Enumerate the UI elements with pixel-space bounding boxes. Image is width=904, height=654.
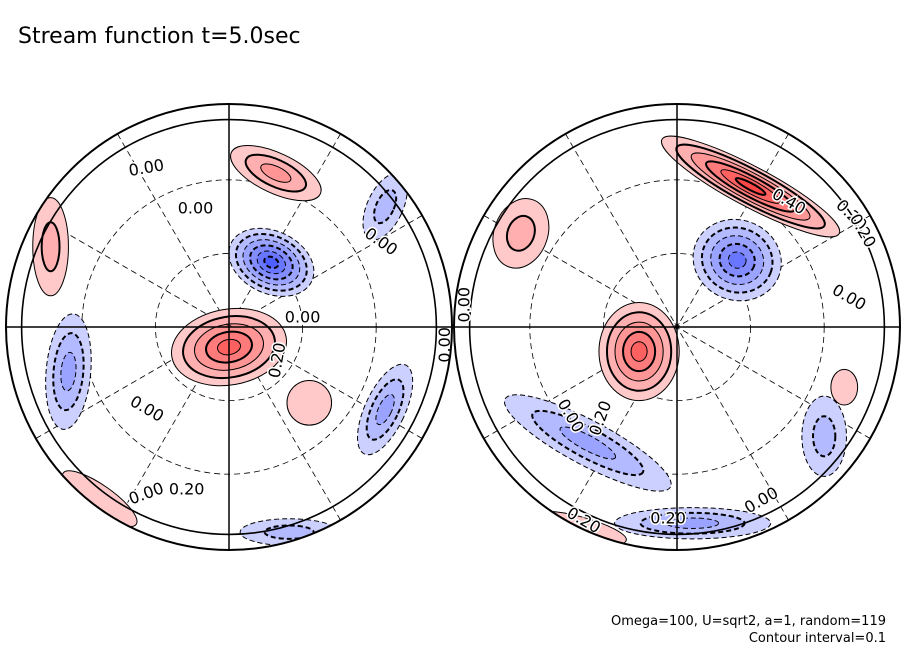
contour-label: 0.00 [455, 287, 474, 323]
contour-level-negative [812, 415, 837, 458]
contour-feature-negative [357, 363, 414, 456]
contour-level-positive [630, 341, 648, 362]
contour-label: 0.00 [178, 198, 214, 217]
plot-title: Stream function t=5.0sec [18, 24, 301, 49]
contour-feature-negative [45, 313, 92, 430]
footnote-parameters: Omega=100, U=sqrt2, a=1, random=119 [610, 614, 886, 629]
contour-feature-positive [830, 368, 859, 406]
hemisphere-right: 0.40 0.200.200.000.000.200.000.200.000.20… [453, 103, 901, 551]
contour-label: 0.00 [285, 308, 321, 327]
contour-level-positive [286, 380, 333, 426]
contour-level-positive [260, 163, 292, 183]
contour-label: 0.20 [650, 508, 686, 527]
contour-level-negative [559, 426, 617, 460]
contour-level-positive [830, 368, 859, 406]
contour-feature-positive [598, 301, 680, 402]
contour-feature-negative [801, 395, 847, 477]
contour-label: 0.00 [435, 327, 454, 363]
contour-feature-positive [286, 380, 333, 426]
contour-level-negative [60, 351, 77, 392]
contour-level-positive [40, 221, 61, 273]
contour-feature-positive [492, 198, 550, 269]
footnote-contour-interval: Contour interval=0.1 [748, 631, 886, 646]
contour-level-negative [666, 517, 720, 529]
contour-feature-positive [660, 135, 841, 238]
contour-feature-negative [503, 394, 672, 492]
contour-feature-negative [692, 218, 782, 302]
pole-marker: * [226, 320, 232, 334]
hemisphere-left: 0.000.000.000.000.200.000.00 0.200.00* [5, 103, 455, 551]
hemisphere-outline [5, 103, 453, 551]
contour-feature-negative [362, 172, 408, 241]
contour-level-negative [375, 393, 395, 426]
contour-level-positive [734, 177, 767, 196]
contour-label: 0.20 [169, 479, 205, 498]
contour-level-negative [727, 251, 747, 269]
contour-feature-negative [228, 227, 315, 297]
hemisphere-outline [453, 103, 901, 551]
pole-marker: * [674, 320, 680, 334]
contour-feature-positive [230, 145, 322, 202]
contour-level-positive [505, 214, 536, 252]
